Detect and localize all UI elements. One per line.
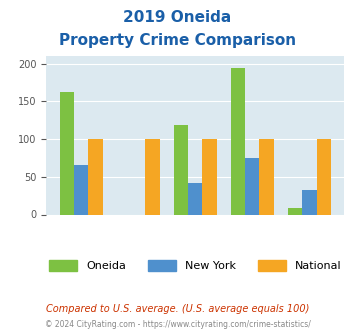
Bar (260, 139, 274, 214)
Bar (302, 190, 317, 215)
Bar (60, 91, 74, 214)
Bar (245, 158, 260, 214)
Bar (145, 139, 160, 214)
Bar (188, 183, 202, 214)
Bar (317, 139, 331, 214)
Bar (202, 139, 217, 214)
Text: Compared to U.S. average. (U.S. average equals 100): Compared to U.S. average. (U.S. average … (46, 304, 309, 314)
Text: 2019 Oneida: 2019 Oneida (124, 10, 231, 25)
Text: Property Crime Comparison: Property Crime Comparison (59, 33, 296, 48)
Bar (288, 208, 302, 214)
Text: © 2024 CityRating.com - https://www.cityrating.com/crime-statistics/: © 2024 CityRating.com - https://www.city… (45, 320, 310, 329)
Bar (88, 139, 103, 214)
Bar (74, 165, 88, 214)
Bar (231, 68, 245, 215)
Bar (174, 125, 188, 214)
Legend: Oneida, New York, National: Oneida, New York, National (45, 255, 346, 276)
